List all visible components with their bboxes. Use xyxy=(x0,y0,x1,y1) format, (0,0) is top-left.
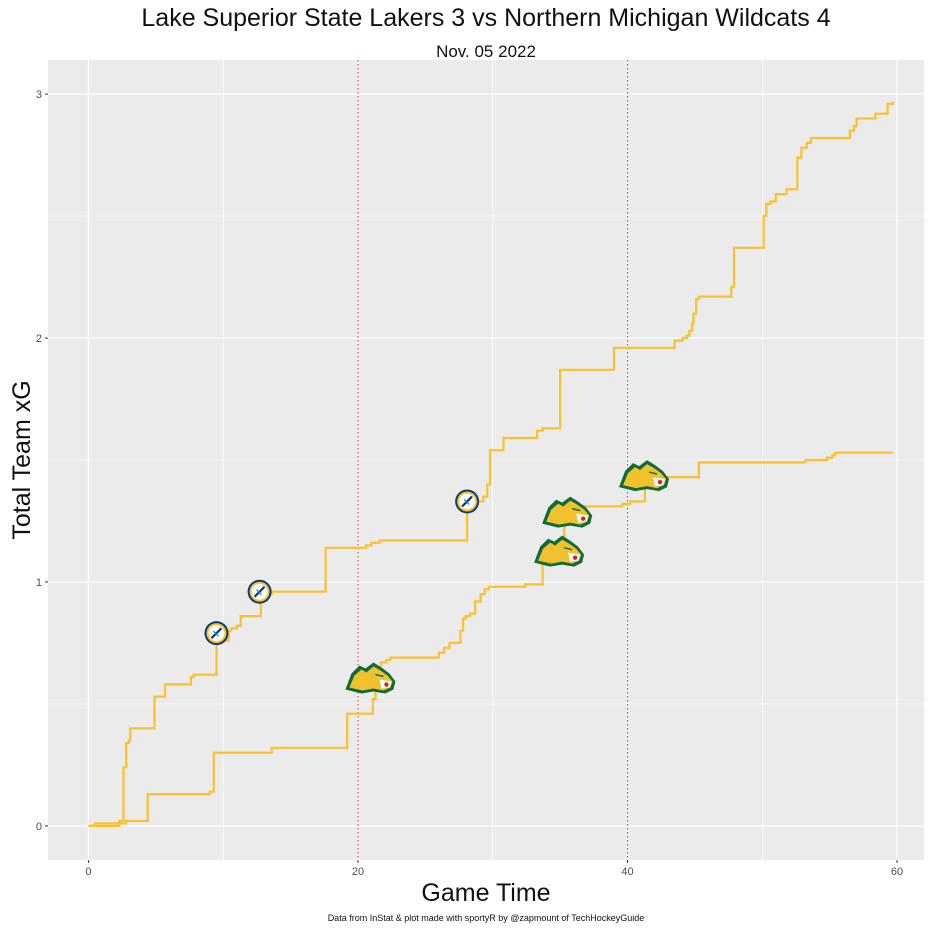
lakers-logo-icon xyxy=(247,579,272,604)
y-axis-title: Total Team xG xyxy=(8,380,36,539)
goal-markers xyxy=(204,460,670,694)
x-tick-label: 40 xyxy=(621,866,633,878)
wildcats-logo-icon xyxy=(619,460,670,492)
chart-subtitle: Nov. 05 2022 xyxy=(436,42,536,61)
x-tick-label: 60 xyxy=(891,866,903,878)
chart-title: Lake Superior State Lakers 3 vs Northern… xyxy=(141,4,830,32)
x-tick-label: 0 xyxy=(85,866,91,878)
x-axis-ticks: 0 20 40 60 xyxy=(85,860,903,878)
y-axis-ticks: 0 1 2 3 xyxy=(36,89,48,833)
y-tick-label: 0 xyxy=(36,821,42,833)
grid-minor xyxy=(48,60,924,860)
series-line-lakers xyxy=(88,101,895,827)
lakers-logo-icon xyxy=(455,489,480,514)
wildcats-logo-icon xyxy=(534,535,585,567)
period-lines xyxy=(357,60,629,860)
y-tick-label: 1 xyxy=(36,577,42,589)
y-tick-label: 2 xyxy=(36,333,42,345)
chart-caption: Data from InStat & plot made with sporty… xyxy=(328,913,645,923)
x-axis-title: Game Time xyxy=(421,879,550,907)
wildcats-logo-icon xyxy=(542,496,593,528)
wildcats-logo-icon xyxy=(345,662,396,694)
x-tick-label: 20 xyxy=(352,866,364,878)
lakers-logo-icon xyxy=(204,621,229,646)
y-tick-label: 3 xyxy=(36,89,42,101)
